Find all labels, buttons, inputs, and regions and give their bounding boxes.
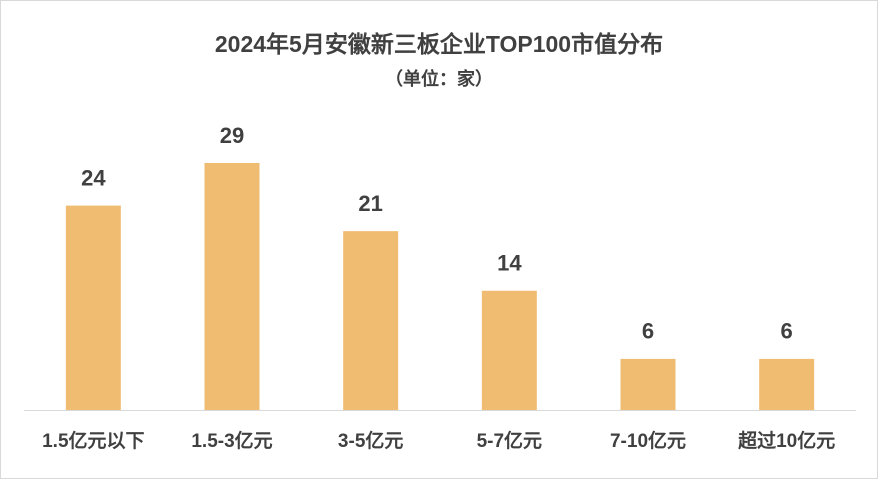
x-tick-label: 3-5亿元 (338, 429, 403, 452)
x-tick-label: 5-7亿元 (477, 429, 542, 452)
bar (204, 163, 260, 410)
value-label: 6 (781, 319, 793, 344)
x-tick-label: 超过10亿元 (737, 429, 835, 452)
value-label: 29 (220, 123, 244, 148)
x-tick-label: 1.5亿元以下 (42, 429, 144, 452)
x-tick-label: 1.5-3亿元 (191, 429, 272, 452)
value-label: 24 (81, 165, 106, 190)
x-tick-label: 7-10亿元 (610, 429, 686, 452)
bar (65, 205, 121, 410)
bar (481, 290, 537, 410)
value-label: 21 (358, 191, 382, 216)
bar (759, 358, 815, 410)
chart-subtitle: （单位：家） (385, 68, 493, 89)
value-label: 14 (497, 251, 522, 276)
bar (343, 231, 399, 410)
chart-title: 2024年5月安徽新三板企业TOP100市值分布 (215, 31, 663, 57)
bar (620, 358, 676, 410)
value-label: 6 (642, 319, 654, 344)
